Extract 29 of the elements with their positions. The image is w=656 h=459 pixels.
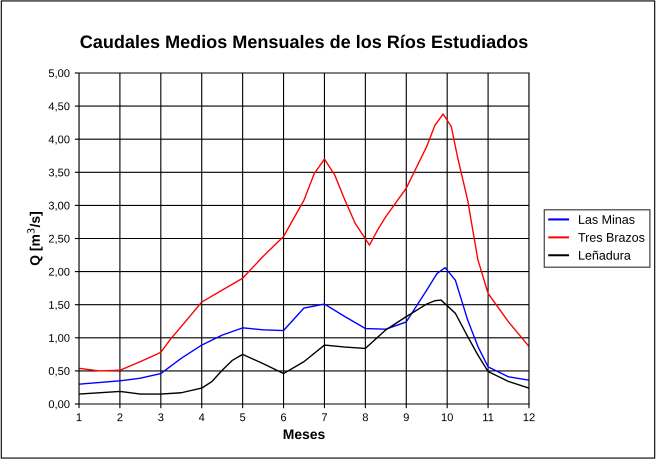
x-tick-label: 6 bbox=[281, 413, 286, 422]
legend-label: Tres Brazos bbox=[578, 233, 644, 242]
y-tick-label: 1,00 bbox=[49, 334, 70, 344]
chart-title: Caudales Medios Mensuales de los Ríos Estudiados bbox=[80, 34, 528, 48]
y-tick-label: 2,00 bbox=[48, 268, 70, 278]
x-tick-label: 1 bbox=[76, 413, 82, 422]
y-tick-label: 4,00 bbox=[48, 135, 70, 145]
x-axis-title: Meses bbox=[284, 429, 325, 440]
x-tick-label: 12 bbox=[524, 413, 535, 422]
y-tick-label: 3,00 bbox=[48, 202, 70, 211]
x-tick-label: 8 bbox=[362, 413, 368, 422]
x-tick-label: 5 bbox=[240, 413, 246, 422]
legend-label: Leñadura bbox=[579, 250, 631, 260]
y-tick-label: 3,50 bbox=[48, 168, 70, 178]
x-tick-label: 9 bbox=[404, 413, 409, 422]
y-axis-title: Q [m$^{3}$/s] bbox=[27, 212, 43, 266]
legend-label: Las Minas bbox=[579, 214, 635, 224]
x-tick-label: 3 bbox=[158, 413, 164, 422]
y-tick-label: 0,00 bbox=[48, 400, 70, 410]
y-tick-label: 2,50 bbox=[48, 234, 70, 244]
y-tick-label: 4,50 bbox=[48, 102, 70, 112]
x-tick-label: 10 bbox=[442, 413, 453, 422]
x-tick-label: 11 bbox=[483, 413, 494, 422]
y-tick-label: 5,00 bbox=[48, 69, 70, 78]
y-tick-label: 0,50 bbox=[48, 367, 70, 376]
x-tick-label: 2 bbox=[117, 413, 122, 422]
x-tick-label: 4 bbox=[198, 413, 204, 422]
x-tick-label: 7 bbox=[322, 413, 327, 422]
y-tick-label: 1,50 bbox=[49, 300, 70, 310]
